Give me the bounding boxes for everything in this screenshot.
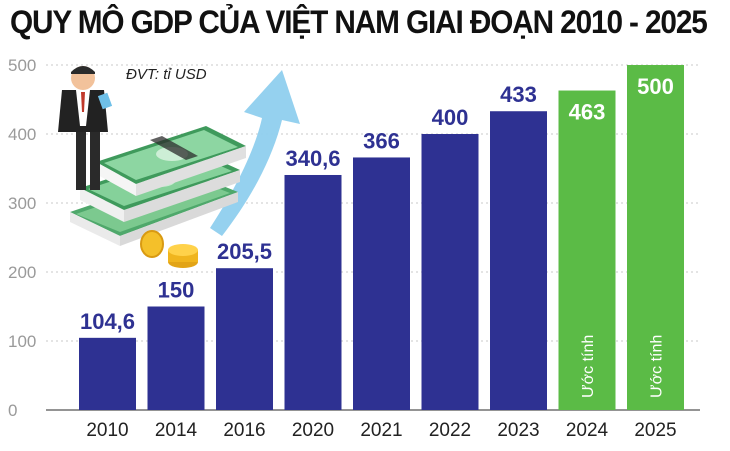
unit-label: ĐVT: tỉ USD [126,66,207,83]
labels-layer: 104,6 2010 150 2014 205,5 2016 340,6 2020 366 202… [80,74,677,441]
y-tick-label-200: 200 [8,263,36,282]
x-tick-label-2025: 2025 [634,420,676,441]
x-tick-label-2024: 2024 [566,420,609,441]
bar-2020 [284,174,342,410]
coins-icon [140,230,198,268]
bar-2010 [79,337,136,410]
bar-2023 [490,111,547,410]
estimate-label-2024: Ước tính [580,335,597,398]
y-tick-label-500: 500 [8,56,36,75]
bar-2021 [353,157,410,410]
y-tick-label-400: 400 [8,125,36,144]
chart-title: QUY MÔ GDP CỦA VIỆT NAM GIAI ĐOẠN 2010 -… [10,4,708,40]
x-tick-label-2016: 2016 [223,420,265,441]
x-tick-label-2022: 2022 [429,420,471,441]
x-tick-label-2010: 2010 [86,420,128,441]
x-tick-label-2014: 2014 [155,420,198,441]
bar-2022 [421,134,479,410]
money-illustration [58,66,300,268]
value-label-2016: 205,5 [217,239,272,264]
estimate-label-2025: Ước tính [649,335,666,398]
bar-2024 [558,90,616,410]
x-tick-label-2023: 2023 [497,420,539,441]
bar-2014 [147,306,205,410]
y-tick-label-300: 300 [8,194,36,213]
x-tick-label-2020: 2020 [292,420,334,441]
value-label-2024: 463 [569,100,606,125]
value-label-2014: 150 [158,278,195,303]
y-tick-label-100: 100 [8,332,36,351]
value-label-2021: 366 [363,128,400,153]
value-label-2023: 433 [500,82,537,107]
y-tick-label-0: 0 [8,401,17,420]
value-label-2025: 500 [637,74,674,99]
value-label-2010: 104,6 [80,309,135,334]
businessman-icon [58,66,113,190]
bar-2016 [216,268,273,410]
money-stack-top-icon [96,126,246,196]
x-tick-label-2021: 2021 [360,420,402,441]
bar-2025 [627,65,684,410]
value-label-2020: 340,6 [285,146,340,171]
bars-layer [79,65,684,410]
value-label-2022: 400 [432,105,469,130]
